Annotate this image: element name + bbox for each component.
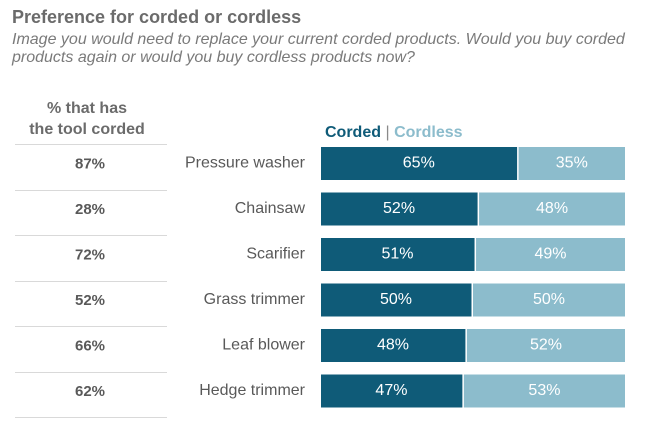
bar-label-cordless: 35%: [556, 155, 588, 172]
bar-label-cordless: 48%: [536, 200, 568, 217]
legend: Corded | Cordless: [325, 124, 463, 142]
bar-label-cordless: 50%: [533, 291, 565, 308]
bar-corded: [321, 329, 466, 362]
owned-column-header: % that has the tool corded: [12, 98, 162, 140]
legend-cordless: Cordless: [394, 124, 463, 141]
legend-separator: |: [385, 124, 390, 141]
bar-corded: [321, 374, 463, 408]
owned-corded-value: 62%: [75, 383, 105, 400]
bar-cordless: [476, 238, 625, 271]
bar-cordless: [473, 283, 625, 317]
owned-corded-value: 87%: [75, 155, 105, 172]
bar-cordless: [479, 192, 625, 226]
bar-cordless: [463, 374, 625, 408]
bar-corded: [321, 147, 518, 180]
category-label: Pressure washer: [185, 155, 306, 172]
chart-title: Preference for corded or cordless: [12, 7, 302, 27]
bar-corded: [321, 238, 475, 271]
owned-corded-value: 52%: [75, 292, 105, 309]
bar-cordless: [466, 329, 625, 362]
chart-subtitle: Image you would need to replace your cur…: [12, 31, 625, 66]
owned-header-line1: % that has: [46, 100, 127, 117]
category-label: Chainsaw: [235, 200, 306, 217]
bar-label-corded: 51%: [382, 246, 414, 263]
owned-corded-value: 66%: [75, 337, 105, 354]
bar-corded: [321, 283, 472, 317]
bar-cordless: [518, 147, 625, 180]
bar-label-cordless: 49%: [535, 246, 567, 263]
bar-label-corded: 65%: [403, 155, 435, 172]
category-label: Leaf blower: [222, 337, 305, 354]
bar-label-corded: 48%: [377, 337, 409, 354]
bar-corded: [321, 192, 478, 226]
owned-corded-value: 72%: [75, 246, 105, 263]
category-label: Hedge trimmer: [199, 382, 305, 399]
category-label: Grass trimmer: [204, 291, 306, 308]
bar-label-corded: 50%: [380, 291, 412, 308]
bar-label-cordless: 52%: [530, 337, 562, 354]
legend-corded: Corded: [325, 124, 381, 141]
bar-label-corded: 52%: [383, 200, 415, 217]
category-label: Scarifier: [246, 246, 305, 263]
owned-header-line2: the tool corded: [29, 121, 145, 138]
owned-corded-value: 28%: [75, 201, 105, 218]
bar-label-cordless: 53%: [528, 382, 560, 399]
bar-label-corded: 47%: [375, 382, 407, 399]
